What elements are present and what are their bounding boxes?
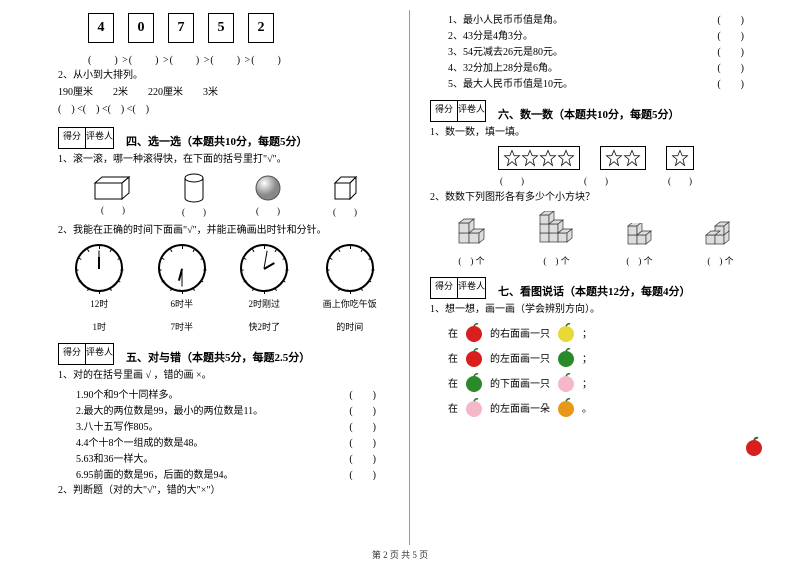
clocks-row: 12时 1时 6时半 7时半 2时刚过 快2时了 画上你吃午饭 的时间 xyxy=(58,244,394,333)
stars-row xyxy=(430,146,762,170)
number-card: 5 xyxy=(208,13,234,43)
s4-q1: 1、滚一滚，哪一种滚得快，在下面的括号里打"√"。 xyxy=(58,153,394,167)
fruit-icon xyxy=(556,397,576,417)
star-icon xyxy=(503,149,521,167)
paren: ( ) xyxy=(182,205,206,218)
star-box xyxy=(600,146,646,170)
number-card: 7 xyxy=(168,13,194,43)
cuboid-icon xyxy=(92,175,134,201)
true-false-item: 4、32分加上28分是6角。( ) xyxy=(448,59,744,74)
paren-count: ( ) 个 xyxy=(626,254,652,267)
grader-label: 评卷人 xyxy=(458,277,486,299)
clock-icon xyxy=(326,244,374,292)
section-7-header: 得分 评卷人 七、看图说话（本题共12分，每题4分） xyxy=(430,277,762,299)
cubes-row: ( ) 个 ( ) 个 ( ) 个 ( ) 个 xyxy=(430,211,762,267)
fruit-direction-row: 在的下面画一只； xyxy=(448,372,762,392)
section-4-header: 得分 评卷人 四、选一选（本题共10分，每题5分） xyxy=(58,127,394,149)
cube-stack-icon xyxy=(703,219,739,251)
paren: ( ) xyxy=(668,174,692,187)
fruit-direction-row: 在的左面画一朵。 xyxy=(448,397,762,417)
paren: ( ) xyxy=(101,203,125,216)
star-box xyxy=(498,146,580,170)
compare-blanks: ( ) >( ) >( ) >( ) >( ) xyxy=(88,51,394,66)
fruit-direction-row: 在的左面画一只； xyxy=(448,347,762,367)
fruit-icon xyxy=(464,372,484,392)
fruit-icon xyxy=(464,322,484,342)
true-false-item: 6.95前面的数是96，后面的数是94。( ) xyxy=(76,466,376,481)
fruit-icon xyxy=(556,347,576,367)
s7-q1: 1、想一想，画一画（学会辨别方向）。 xyxy=(430,303,762,317)
clock-label: 6时半 xyxy=(170,297,193,310)
q2-blanks: ( ) <( ) <( ) <( ) xyxy=(58,103,394,117)
cube-stack-icon xyxy=(537,211,577,251)
s5-q1: 1、对的在括号里画 √ ，错的画 ×。 xyxy=(58,369,394,383)
score-label: 得分 xyxy=(58,127,86,149)
section-4-title: 四、选一选（本题共10分，每题5分） xyxy=(126,133,308,149)
true-false-item: 3.八十五写作805。( ) xyxy=(76,418,376,433)
grader-label: 评卷人 xyxy=(86,343,114,365)
grader-label: 评卷人 xyxy=(458,100,486,122)
cube-stack-icon xyxy=(454,215,490,251)
true-false-item: 1.90个和9个十同样多。( ) xyxy=(76,386,376,401)
clock-sublabel: 1时 xyxy=(92,320,106,333)
q2-values: 190厘米 2米 220厘米 3米 xyxy=(58,86,394,100)
section-6-title: 六、数一数（本题共10分，每题5分） xyxy=(498,106,680,122)
shapes-row: ( ) ( ) ( ) ( ) xyxy=(68,173,384,218)
number-card: 0 xyxy=(128,13,154,43)
clock-icon xyxy=(240,244,288,292)
s5-q2: 2、判断题（对的大"√"，错的大"×"） xyxy=(58,484,394,498)
clock-label: 画上你吃午饭 xyxy=(323,297,377,310)
clock-icon xyxy=(158,244,206,292)
clock-sublabel: 的时间 xyxy=(336,320,363,333)
section-5-title: 五、对与错（本题共5分，每题2.5分） xyxy=(126,349,310,365)
grader-label: 评卷人 xyxy=(86,127,114,149)
clock-sublabel: 7时半 xyxy=(170,320,193,333)
true-false-item: 2.最大的两位数是99，最小的两位数是11。( ) xyxy=(76,402,376,417)
section-5-header: 得分 评卷人 五、对与错（本题共5分，每题2.5分） xyxy=(58,343,394,365)
q2-title: 2、从小到大排列。 xyxy=(58,69,394,83)
left-column: 4 0 7 5 2 ( ) >( ) >( ) >( ) >( ) 2、从小到大… xyxy=(50,10,410,545)
fruit-icon xyxy=(556,322,576,342)
apple-icon xyxy=(743,435,765,457)
paren: ( ) xyxy=(256,204,280,217)
true-false-item: 2、43分是4角3分。( ) xyxy=(448,27,744,42)
paren-count: ( ) 个 xyxy=(707,254,733,267)
paren-count: ( ) 个 xyxy=(458,254,484,267)
true-false-item: 3、54元减去26元是80元。( ) xyxy=(448,43,744,58)
number-card: 4 xyxy=(88,13,114,43)
paren: ( ) xyxy=(333,205,357,218)
fruit-direction-row: 在的右面画一只； xyxy=(448,322,762,342)
section-6-header: 得分 评卷人 六、数一数（本题共10分，每题5分） xyxy=(430,100,762,122)
cube-icon xyxy=(330,173,360,203)
clock-label: 12时 xyxy=(90,297,108,310)
star-box xyxy=(666,146,694,170)
paren-count: ( ) 个 xyxy=(543,254,569,267)
true-false-item: 1、最小人民币币值是角。( ) xyxy=(448,11,744,26)
s6-q2: 2、数数下列图形各有多少个小方块？ xyxy=(430,191,762,205)
paren: ( ) xyxy=(500,174,524,187)
number-cards-row: 4 0 7 5 2 xyxy=(88,13,394,43)
right-column: 1、最小人民币币值是角。( )2、43分是4角3分。( )3、54元减去26元是… xyxy=(410,10,770,545)
true-false-item: 4.4个十8个一组成的数是48。( ) xyxy=(76,434,376,449)
paren: ( ) xyxy=(584,174,608,187)
s6-q1: 1、数一数，填一填。 xyxy=(430,126,762,140)
page-footer: 第 2 页 共 5 页 xyxy=(0,548,800,561)
clock-label: 2时刚过 xyxy=(248,297,280,310)
number-card: 2 xyxy=(248,13,274,43)
sphere-icon xyxy=(254,174,282,202)
fruit-icon xyxy=(556,372,576,392)
score-label: 得分 xyxy=(430,100,458,122)
score-label: 得分 xyxy=(58,343,86,365)
true-false-item: 5.63和36一样大。( ) xyxy=(76,450,376,465)
fruit-icon xyxy=(464,347,484,367)
s4-q2: 2、我能在正确的时间下面画"√"，并能正确画出时针和分针。 xyxy=(58,224,394,238)
true-false-item: 5、最大人民币币值是10元。( ) xyxy=(448,75,744,90)
cube-stack-icon xyxy=(624,223,656,251)
cylinder-icon xyxy=(182,173,206,203)
clock-icon xyxy=(75,244,123,292)
section-7-title: 七、看图说话（本题共12分，每题4分） xyxy=(498,283,691,299)
clock-sublabel: 快2时了 xyxy=(248,320,280,333)
score-label: 得分 xyxy=(430,277,458,299)
fruit-icon xyxy=(464,397,484,417)
